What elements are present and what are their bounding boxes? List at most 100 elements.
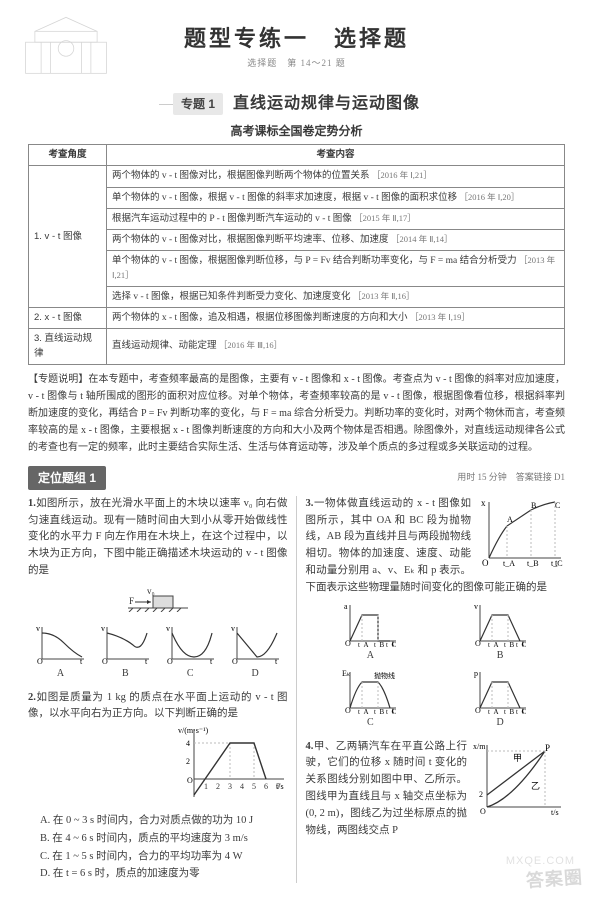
cell-cite: ［2013 年 Ⅱ,16］	[353, 291, 415, 301]
explain-paragraph: 【专题说明】在本专题中，考查频率最高的是图像，主要有 v - t 图像和 x -…	[28, 371, 565, 456]
q4-side-graph: x/m t/s O 2 甲 乙 P	[473, 739, 565, 824]
q1-block-diagram: v₀ F	[28, 584, 288, 619]
question-2: 2.如图是质量为 1 kg 的质点在水平面上运动的 v - t 图像，以水平向右…	[28, 690, 288, 884]
svg-text:甲: 甲	[513, 753, 522, 763]
svg-text:t_C: t_C	[516, 641, 526, 647]
building-illustration	[18, 8, 114, 78]
cell-content: 单个物体的 v - t 图像，根据图像判断位移，与 P = Fv 结合判断功率变…	[107, 251, 565, 287]
cell-text: 单个物体的 v - t 图像，根据图像判断位移，与 P = Fv 结合判断功率变…	[112, 256, 517, 266]
svg-text:v₀: v₀	[147, 586, 155, 596]
svg-text:4: 4	[240, 782, 244, 791]
th-content: 考查内容	[107, 145, 565, 166]
page-header: 题型专练一 选择题 选择题 第 14～21 题	[28, 12, 565, 84]
cell-text: 选择 v - t 图像，根据已知条件判断受力变化、加速度变化	[112, 292, 351, 302]
q3-opt-b: vtO t_At_Bt_C B	[472, 601, 528, 664]
opt-cap: B	[99, 666, 151, 682]
cell-angle: 2. x - t 图像	[29, 308, 107, 329]
svg-text:v: v	[474, 602, 478, 611]
svg-text:F: F	[129, 596, 134, 606]
svg-text:O: O	[102, 657, 108, 665]
svg-text:1: 1	[204, 782, 208, 791]
section-label: 定位题组 1	[28, 466, 106, 490]
svg-text:O: O	[482, 558, 489, 568]
svg-text:t_A: t_A	[358, 641, 369, 647]
th-angle: 考查角度	[29, 145, 107, 166]
opt-c: C. 在 1 ~ 5 s 时间内，合力的平均功率为 4 W	[40, 848, 288, 866]
opt-a: A. 在 0 ~ 3 s 时间内，合力对质点做的功为 10 J	[40, 812, 288, 830]
topic-row: 专题 1 直线运动规律与运动图像	[28, 92, 565, 116]
q1-text: 如图所示，放在光滑水平面上的木块以速率 v₀ 向右做匀速直线运动。现有一随时间由…	[28, 498, 288, 576]
table-row: 选择 v - t 图像，根据已知条件判断受力变化、加速度变化 ［2013 年 Ⅱ…	[29, 286, 565, 307]
cell-content: 单个物体的 v - t 图像，根据 v - t 图像的斜率求加速度，根据 v -…	[107, 187, 565, 208]
topic-title: 直线运动规律与运动图像	[233, 92, 420, 116]
question-1: 1.如图所示，放在光滑水平面上的木块以速率 v₀ 向右做匀速直线运动。现有一随时…	[28, 496, 288, 682]
question-columns: 1.如图所示，放在光滑水平面上的木块以速率 v₀ 向右做匀速直线运动。现有一随时…	[28, 496, 565, 884]
svg-text:4: 4	[186, 739, 190, 748]
q1-opt-d: vtO D	[229, 623, 281, 682]
cell-text: 两个物体的 v - t 图像对比，根据图像判断平均速率、位移、加速度	[112, 235, 389, 245]
svg-text:P: P	[545, 743, 550, 753]
q1-option-figs: vtO A vtO B vtO C vtO D	[28, 623, 288, 682]
svg-text:v: v	[166, 624, 170, 633]
svg-text:7: 7	[276, 782, 280, 791]
q1-opt-a: vtO A	[34, 623, 86, 682]
svg-text:O: O	[167, 657, 173, 665]
svg-text:t_B: t_B	[504, 641, 514, 647]
svg-text:3: 3	[228, 782, 232, 791]
table-row: 根据汽车运动过程中的 P - t 图像判断汽车运动的 v - t 图像 ［201…	[29, 208, 565, 229]
question-3: x t O A B C t_A t_B t_C 3.一物体做直线运动的 x - …	[306, 496, 566, 731]
svg-text:2: 2	[479, 790, 483, 799]
svg-text:t_B: t_B	[374, 708, 384, 714]
cell-text: 根据汽车运动过程中的 P - t 图像判断汽车运动的 v - t 图像	[112, 214, 352, 224]
svg-text:t_C: t_C	[551, 559, 563, 568]
svg-text:t/s: t/s	[551, 808, 559, 817]
cell-content: 选择 v - t 图像，根据已知条件判断受力变化、加速度变化 ［2013 年 Ⅱ…	[107, 286, 565, 307]
svg-text:2: 2	[186, 757, 190, 766]
svg-text:B: B	[531, 501, 536, 510]
table-row: 1. v - t 图像 两个物体的 v - t 图像对比，根据图像判断两个物体的…	[29, 166, 565, 187]
svg-text:6: 6	[264, 782, 268, 791]
svg-text:t_B: t_B	[527, 559, 539, 568]
q4-text: 甲、乙两辆汽车在平直公路上行驶，它们的位移 x 随时间 t 变化的关系图线分别如…	[306, 741, 468, 836]
cell-content: 根据汽车运动过程中的 P - t 图像判断汽车运动的 v - t 图像 ［201…	[107, 208, 565, 229]
table-row: 2. x - t 图像 两个物体的 x - t 图像，追及相遇，根据位移图像判断…	[29, 308, 565, 329]
opt-cap: A	[34, 666, 86, 682]
q3-option-figs: atO t_At_Bt_C A vtO t_At_Bt_C B	[306, 601, 566, 664]
table-row: 单个物体的 v - t 图像，根据图像判断位移，与 P = Fv 结合判断功率变…	[29, 251, 565, 287]
svg-text:v: v	[231, 624, 235, 633]
cell-text: 直线运动规律、动能定理	[112, 341, 217, 351]
svg-text:t_A: t_A	[358, 708, 369, 714]
svg-text:t: t	[210, 657, 213, 665]
svg-text:O: O	[232, 657, 238, 665]
exam-table: 考查角度 考查内容 1. v - t 图像 两个物体的 v - t 图像对比，根…	[28, 144, 565, 365]
q2-graph: v/(m·s⁻¹) t/s 4 2 123 4567 O	[178, 723, 288, 810]
svg-text:2: 2	[216, 782, 220, 791]
cell-text: 单个物体的 v - t 图像，根据 v - t 图像的斜率求加速度，根据 v -…	[112, 193, 457, 203]
cell-cite: ［2014 年 Ⅱ,14］	[391, 234, 453, 244]
svg-text:Eₖ: Eₖ	[342, 669, 350, 678]
svg-text:O: O	[37, 657, 43, 665]
svg-text:x/m: x/m	[473, 742, 486, 751]
svg-text:O: O	[187, 776, 193, 785]
cell-content: 直线运动规律、动能定理 ［2016 年 Ⅲ,16］	[107, 329, 565, 365]
question-4: x/m t/s O 2 甲 乙 P 4.甲、乙两辆汽车在平直公路上行驶，它们的位…	[306, 739, 566, 840]
section-meta: 用时 15 分钟 答案链接 D1	[457, 471, 565, 485]
svg-text:p: p	[474, 669, 478, 678]
q1-num: 1.	[28, 498, 36, 509]
opt-cap: D	[229, 666, 281, 682]
cell-cite: ［2016 年 Ⅰ,20］	[460, 192, 520, 202]
svg-text:t_B: t_B	[374, 641, 384, 647]
cell-angle: 1. v - t 图像	[29, 166, 107, 308]
svg-text:5: 5	[252, 782, 256, 791]
q2-text: 如图是质量为 1 kg 的质点在水平面上运动的 v - t 图像，以水平向右为正…	[28, 692, 288, 720]
cell-content: 两个物体的 v - t 图像对比，根据图像判断平均速率、位移、加速度 ［2014…	[107, 230, 565, 251]
table-head-row: 考查角度 考查内容	[29, 145, 565, 166]
svg-text:x: x	[481, 498, 486, 508]
q2-num: 2.	[28, 692, 36, 703]
svg-text:a: a	[344, 602, 348, 611]
svg-text:抛物线: 抛物线	[374, 671, 395, 680]
svg-text:C: C	[555, 501, 560, 510]
svg-text:t: t	[145, 657, 148, 665]
cell-angle: 3. 直线运动规律	[29, 329, 107, 365]
opt-d: D. 在 t = 6 s 时，质点的加速度为零	[40, 865, 288, 883]
